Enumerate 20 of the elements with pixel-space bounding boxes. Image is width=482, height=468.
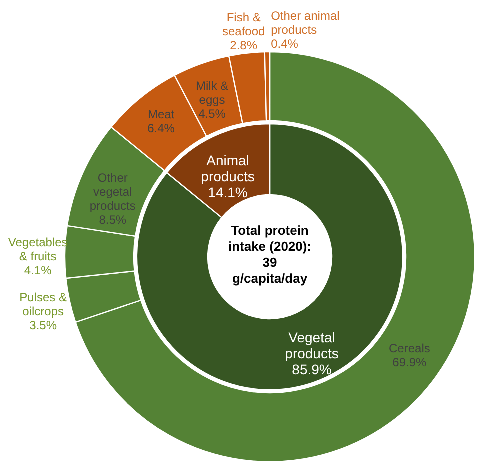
slice-label: Pulses & oilcrops [20,290,68,318]
data-label: 0.4% [271,37,299,52]
slice-label: Animal products [201,152,255,184]
slice-label: Milk & eggs [196,78,229,107]
data-label: 4.1% [24,264,52,278]
data-label: 2.8% [230,38,258,52]
data-label: 69.9% [392,355,428,370]
slice-label: Vegetal products [285,330,339,362]
data-label: 3.5% [30,318,58,332]
slice-label: Fish & seafood [222,10,266,38]
slice-label: Other animal products [271,9,340,38]
slice-label: Meat [148,108,176,122]
data-label: 14.1% [208,184,248,200]
data-label: 6.4% [148,122,176,136]
slice-label: Cereals [389,341,430,356]
data-label: 8.5% [99,213,127,228]
text: Total protein intake (2020): 39 g/capita/day [228,223,312,286]
slice-label: Other vegetal products [90,171,136,214]
data-label: 85.9% [292,362,332,378]
data-label: 4.5% [198,106,226,121]
